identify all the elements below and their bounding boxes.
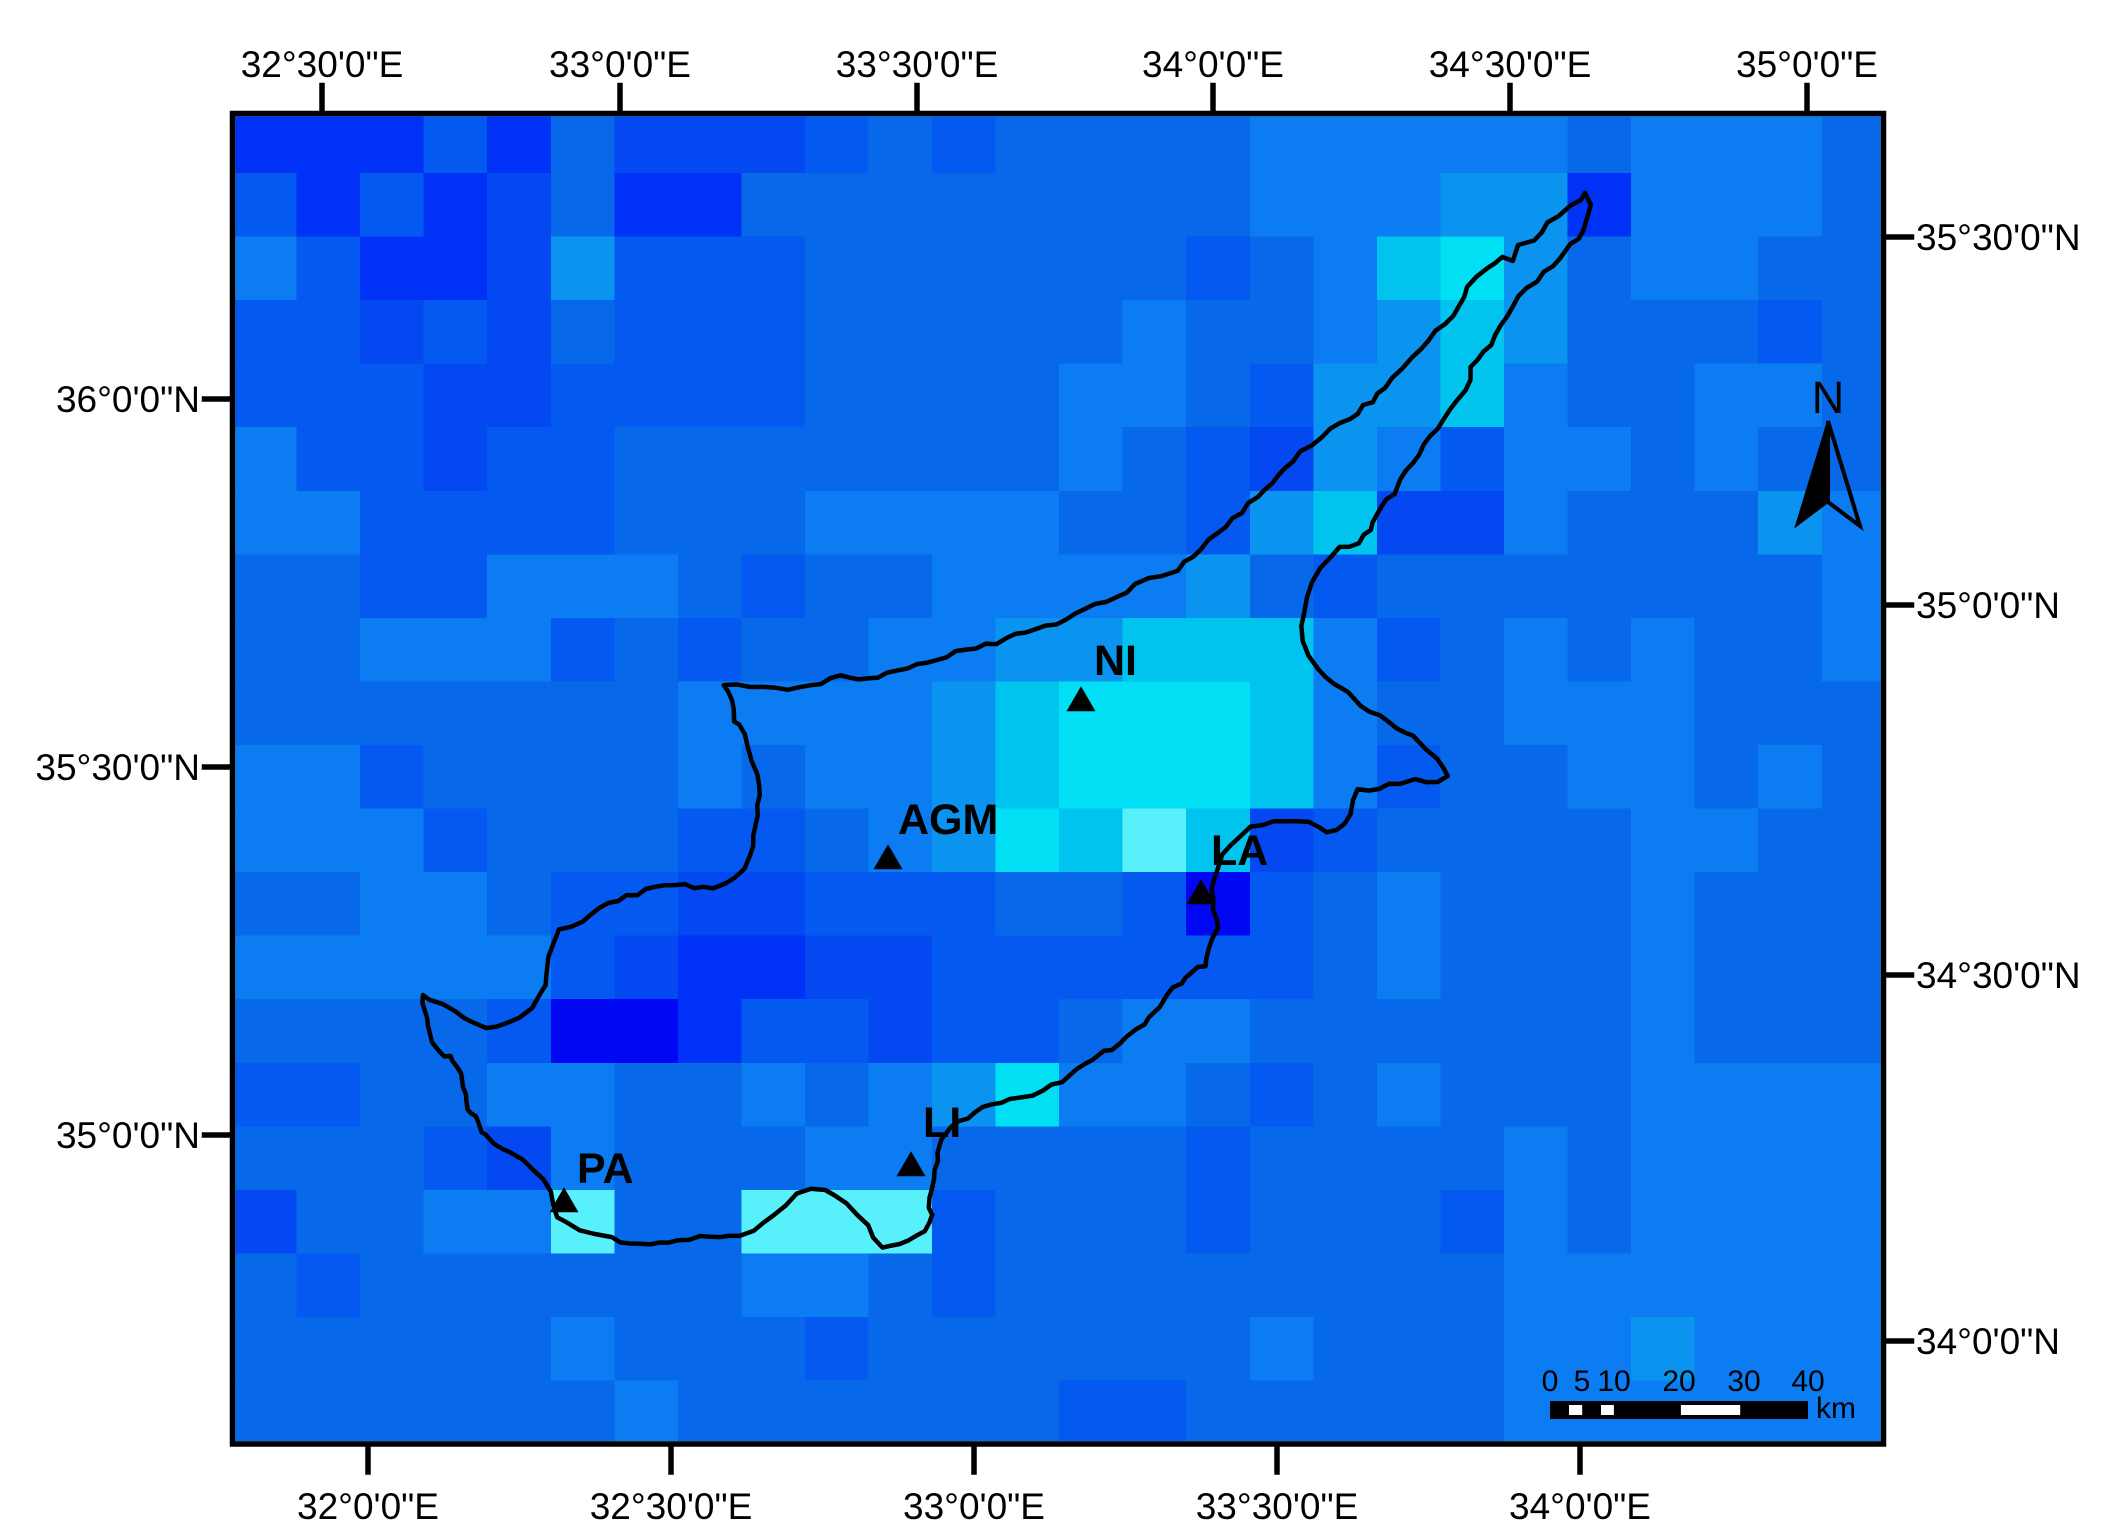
svg-text:NI: NI	[1094, 637, 1137, 685]
svg-text:20: 20	[1662, 1365, 1695, 1398]
svg-text:35°30'0"N: 35°30'0"N	[35, 747, 200, 788]
svg-text:35°0'0"N: 35°0'0"N	[1916, 585, 2060, 626]
svg-text:LI: LI	[923, 1099, 961, 1147]
svg-text:33°30'0"E: 33°30'0"E	[1196, 1486, 1359, 1527]
svg-text:PA: PA	[577, 1145, 634, 1193]
svg-text:N: N	[1812, 372, 1845, 423]
svg-text:36°0'0"N: 36°0'0"N	[56, 379, 200, 420]
svg-text:40: 40	[1791, 1365, 1824, 1398]
svg-text:32°0'0"E: 32°0'0"E	[297, 1486, 439, 1527]
svg-text:35°0'0"E: 35°0'0"E	[1736, 44, 1878, 85]
svg-text:34°0'0"E: 34°0'0"E	[1509, 1486, 1651, 1527]
svg-text:32°30'0"E: 32°30'0"E	[590, 1486, 753, 1527]
svg-text:33°0'0"E: 33°0'0"E	[903, 1486, 1045, 1527]
svg-text:5: 5	[1574, 1365, 1591, 1398]
svg-text:10: 10	[1597, 1365, 1630, 1398]
svg-text:32°30'0"E: 32°30'0"E	[241, 44, 404, 85]
svg-text:34°30'0"N: 34°30'0"N	[1916, 955, 2081, 996]
svg-text:AGM: AGM	[898, 796, 998, 844]
svg-text:33°30'0"E: 33°30'0"E	[836, 44, 999, 85]
svg-text:34°0'0"N: 34°0'0"N	[1916, 1321, 2060, 1362]
svg-text:30: 30	[1727, 1365, 1760, 1398]
svg-text:34°30'0"E: 34°30'0"E	[1429, 44, 1592, 85]
svg-text:33°0'0"E: 33°0'0"E	[549, 44, 691, 85]
svg-text:km: km	[1816, 1392, 1856, 1425]
svg-text:34°0'0"E: 34°0'0"E	[1142, 44, 1284, 85]
svg-text:0: 0	[1542, 1365, 1559, 1398]
svg-text:35°0'0"N: 35°0'0"N	[56, 1115, 200, 1156]
svg-text:LA: LA	[1211, 827, 1268, 875]
svg-text:35°30'0"N: 35°30'0"N	[1916, 217, 2081, 258]
